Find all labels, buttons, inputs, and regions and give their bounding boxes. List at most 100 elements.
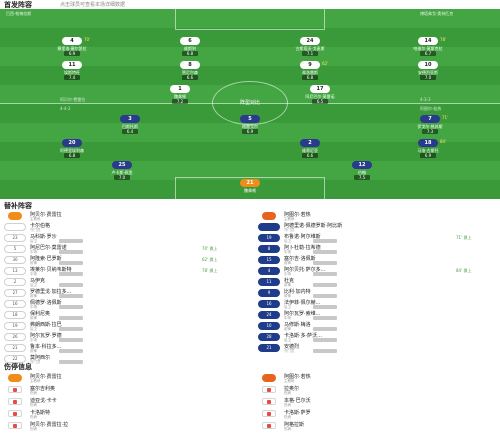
bench-player-row[interactable]: 4 阿尔贝托·萨尔多... 中场 84' 换上: [258, 266, 498, 277]
bench-player-row[interactable]: 11 杜克 前锋: [258, 277, 498, 288]
player-home[interactable]: 17 阿尼巴尔·莫雷诺 6.5: [288, 85, 352, 105]
bench-position: 主教练: [284, 217, 295, 221]
player-number: 11: [62, 61, 82, 69]
player-away[interactable]: 25 卢卡斯·佩里 7.0: [90, 161, 154, 181]
bench-name: 卡尔伯格: [30, 223, 51, 229]
player-home[interactable]: 10 安德烈亚斯 7.0: [396, 61, 460, 81]
bench-player-row[interactable]: 24 阿尔瓦罗·索维... 中场: [258, 310, 498, 321]
injury-row[interactable]: 卡洛斯特 伤病: [4, 409, 244, 419]
injury-row[interactable]: 拉奥尔 伤病: [258, 385, 498, 395]
injury-row[interactable]: 本格·巴尔沃 伤病: [258, 397, 498, 407]
sub-event: 78': [440, 37, 447, 42]
injury-row[interactable]: 阿贝尔·费雷拉·拉 伤病: [4, 421, 244, 431]
bench-number: 30: [4, 256, 26, 264]
sub-event: 84' 换上: [456, 268, 472, 273]
injury-cross-icon: [267, 424, 271, 428]
bench-player-row[interactable]: 卡尔伯格 守门员: [4, 222, 244, 233]
bench-player-row[interactable]: 28 卡洛斯·多·萨沃... 后卫: [258, 332, 498, 343]
bench-player-row[interactable]: 阿德里诺·佩德罗斯·阿比斯 守门员: [258, 222, 498, 233]
bench-position: 前锋: [284, 261, 291, 265]
bench-rating-bar: [313, 283, 337, 287]
sub-event: 62' 换上: [202, 257, 218, 262]
player-home[interactable]: 1 魏弗顿 7.2: [148, 85, 212, 105]
injury-reason: 伤病: [30, 403, 37, 407]
bench-position: 中场: [30, 250, 37, 254]
bench-player-row[interactable]: 27 罗德里戈·加拉多... 前锋: [4, 288, 244, 299]
injury-row[interactable]: 迪亚戈·卡卡 伤病: [4, 397, 244, 407]
bench-name: 阿图尔·若热: [284, 212, 311, 218]
player-home[interactable]: 6 维斯利 6.8: [158, 37, 222, 57]
player-away[interactable]: 18 84' 马洛·古斯托 6.9: [396, 139, 460, 159]
injury-row[interactable]: 塞尔吉利奥 伤病: [4, 385, 244, 395]
bench-position: 守门员: [284, 228, 295, 232]
bench-position: 前锋: [30, 261, 37, 265]
bench-player-row[interactable]: 19 弗朗西斯·拉巴 后卫: [4, 321, 244, 332]
player-home[interactable]: 14 78' 哈维尔·莫斯克拉 6.7: [396, 37, 460, 57]
bench-player-row[interactable]: 9 比利·加内特 前锋: [258, 288, 498, 299]
injury-cross-icon: [267, 388, 271, 392]
bench-player-row[interactable]: 16 法伊菲·佩尔赫... 后卫: [258, 299, 498, 310]
bench-rating-bar: [59, 272, 83, 276]
player-goalkeeper[interactable]: 21 魏弗顿: [218, 179, 282, 199]
player-home[interactable]: 4 70' 穆里洛·塞尔凯拉 6.9: [40, 37, 104, 57]
player-away[interactable]: 5 格雷戈尔 6.9: [218, 115, 282, 135]
player-name: 阿德里埃利森: [60, 148, 84, 153]
player-away[interactable]: 20 阿德里埃利森 6.8: [40, 139, 104, 159]
bench-rating-bar: [59, 338, 83, 342]
player-home[interactable]: 11 埃斯特旺 7.4: [40, 61, 104, 81]
coach-icon: [262, 212, 276, 220]
bench-player-row[interactable]: 22 莫阿西尔 守门员: [4, 354, 244, 365]
player-home[interactable]: 24 古斯塔沃·戈麦斯 7.1: [278, 37, 342, 57]
bench-player-row[interactable]: 5 阿尼巴尔·莫雷诺 中场 70' 换上: [4, 244, 244, 255]
injury-coach-row[interactable]: 阿贝尔·费雷拉 主教练: [4, 373, 244, 383]
bench-name: 塞尔吉·洛佩斯: [284, 256, 316, 262]
bench-coach-row[interactable]: 阿贝尔·费雷拉 主教练: [4, 211, 244, 222]
injury-cross-icon: [13, 400, 17, 404]
bench-player-row[interactable]: 8 阿卜杜勒·拉希德 中场: [258, 244, 498, 255]
player-rating: 6.7: [420, 51, 436, 56]
player-away[interactable]: 2 维蒂尼亚 6.6: [278, 139, 342, 159]
player-name: 约翰: [358, 170, 366, 175]
bench-player-row[interactable]: 18 保利尼奥 前锋: [4, 310, 244, 321]
pitch-stripe: [0, 9, 500, 28]
sub-event: 84': [440, 139, 447, 144]
bench-player-row[interactable]: 2 马伊克 后卫: [4, 277, 244, 288]
injury-coach-row[interactable]: 阿图尔·若热 主教练: [258, 373, 498, 383]
injury-icon: [8, 386, 22, 393]
bench-coach-row[interactable]: 阿图尔·若热 主教练: [258, 211, 498, 222]
injury-icon: [8, 422, 22, 429]
bench-player-row[interactable]: 15 塞尔吉·洛佩斯 前锋: [258, 255, 498, 266]
home-formation: 4-4-2: [60, 106, 71, 111]
bench-position: 中场: [30, 338, 37, 342]
player-away[interactable]: 3 巴斯托斯 6.4: [98, 115, 162, 135]
bench-player-row[interactable]: 30 阿隆索·巴罗斯 前锋 62' 换上: [4, 255, 244, 266]
bench-player-row[interactable]: 21 安德烈 守门员: [258, 343, 498, 354]
injury-name: 阿格拉斯: [284, 422, 305, 428]
player-number: 9: [300, 61, 320, 69]
bench-rating-bar: [313, 239, 337, 243]
player-name: 埃斯特旺: [64, 70, 80, 75]
player-name: 维斯利: [184, 46, 196, 51]
player-away[interactable]: 12 约翰 7.5: [330, 161, 394, 181]
player-name: 哈维尔·莫斯克拉: [413, 46, 443, 51]
injury-row[interactable]: 卡洛斯·萨罗 伤病: [258, 409, 498, 419]
bench-player-row[interactable]: 21 鲁本·科拉多... 前锋: [4, 343, 244, 354]
bench-number: 24: [258, 311, 280, 319]
injury-row[interactable]: 阿格拉斯 伤病: [258, 421, 498, 431]
bench-player-row[interactable]: 16 佩德罗·洛佩斯 中场: [4, 299, 244, 310]
player-home[interactable]: 9 62' 弗洛雷斯 6.8: [278, 61, 342, 81]
bench-position: 中场: [30, 305, 37, 309]
bench-player-row[interactable]: 23 马科斯·罗沙 后卫: [4, 233, 244, 244]
player-away[interactable]: 7 71' 伊戈尔·热苏斯 7.3: [398, 115, 462, 135]
bench-position: 中场: [284, 272, 291, 276]
player-number: 4: [62, 37, 82, 45]
bench-player-row[interactable]: 19 布鲁诺·阿尔维斯 后卫 71' 换上: [258, 233, 498, 244]
bench-name: 罗德里戈·加拉多...: [30, 289, 72, 295]
bench-player-row[interactable]: 26 阿尔瓦罗·罗德 中场: [4, 332, 244, 343]
bench-position: 前锋: [30, 349, 37, 353]
bench-player-row[interactable]: 13 埃莱尔·贝纳韦斯特 中场 78' 换上: [4, 266, 244, 277]
player-home[interactable]: 8 贾尼尔森 6.6: [158, 61, 222, 81]
home-team-name: 巴西·帕梅拉斯: [6, 11, 32, 16]
bench-player-row[interactable]: 10 马修斯·梅洛 前锋: [258, 321, 498, 332]
bench-number: 9: [258, 289, 280, 297]
